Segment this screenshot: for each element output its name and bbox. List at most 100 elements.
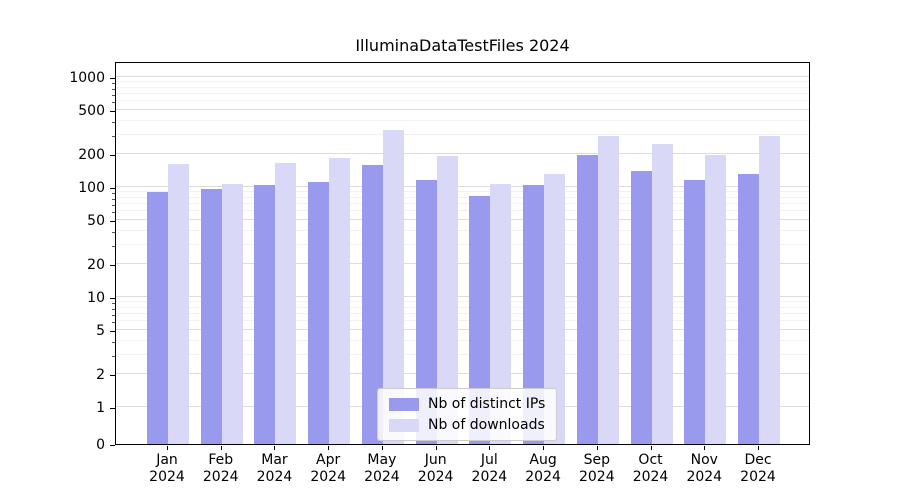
y-tick	[110, 408, 115, 409]
y-minor-tick	[112, 303, 115, 305]
y-axis-tick-label: 50	[87, 213, 105, 230]
x-tick	[167, 446, 168, 450]
y-minor-tick	[112, 88, 115, 90]
x-axis-tick-label: Feb 2024	[202, 452, 239, 485]
y-tick	[110, 331, 115, 333]
gridline-major	[116, 219, 809, 221]
y-axis-tick-label: 5	[96, 323, 105, 340]
y-axis-tick-label: 20	[87, 256, 105, 273]
bar-downloads-oct	[651, 143, 673, 444]
x-axis-tick-label: Jun 2024	[417, 452, 454, 485]
y-minor-tick	[112, 83, 115, 85]
bar-downloads-dec	[759, 136, 780, 444]
x-tick	[543, 446, 545, 450]
x-axis-tick-label: Sep 2024	[578, 452, 615, 485]
x-tick	[704, 446, 706, 450]
gridline-minor	[116, 306, 809, 308]
gridline-minor	[116, 203, 809, 205]
bar-downloads-may	[382, 129, 404, 444]
bar-distinct-ips-apr	[308, 181, 330, 444]
y-tick	[110, 264, 115, 266]
y-tick	[110, 78, 115, 79]
gridline-major	[116, 152, 809, 154]
bar-downloads-nov	[705, 155, 727, 444]
y-tick	[110, 154, 115, 156]
legend-item-distinct-ips: Nb of distinct IPs	[389, 396, 545, 412]
bar-downloads-jan	[168, 163, 189, 444]
y-tick	[110, 298, 115, 299]
bar-distinct-ips-oct	[630, 170, 652, 444]
gridline-minor	[116, 243, 809, 245]
gridline-minor	[116, 229, 809, 231]
x-tick	[274, 446, 276, 450]
y-minor-tick	[112, 102, 115, 104]
bar-downloads-jul	[490, 184, 512, 444]
y-minor-tick	[112, 205, 115, 207]
bar-distinct-ips-mar	[254, 184, 276, 444]
bar-distinct-ips-sep	[576, 155, 598, 444]
x-tick	[381, 446, 383, 450]
y-axis-tick-label: 10	[87, 290, 105, 306]
y-minor-tick	[112, 308, 115, 310]
x-axis-tick-label: Jul 2024	[471, 452, 508, 485]
x-axis-tick-label: Jan 2024	[149, 452, 185, 485]
chart-title: IlluminaDataTestFiles 2024	[355, 36, 570, 55]
y-minor-tick	[112, 193, 115, 195]
y-minor-tick	[112, 322, 115, 324]
y-minor-tick	[112, 135, 115, 137]
y-minor-tick	[112, 231, 115, 233]
gridline-minor	[116, 196, 809, 198]
y-minor-tick	[112, 212, 115, 214]
y-axis-tick-label: 2	[96, 366, 105, 383]
gridline-minor	[116, 339, 809, 341]
y-minor-tick	[112, 315, 115, 317]
bar-distinct-ips-dec	[738, 173, 759, 444]
gridline-minor	[116, 301, 809, 303]
x-axis-tick-label: Nov 2024	[686, 452, 723, 485]
y-minor-tick	[112, 341, 115, 343]
y-tick	[110, 111, 115, 113]
y-axis-tick-label: 500	[78, 103, 105, 120]
x-tick	[328, 446, 330, 450]
bar-downloads-aug	[544, 174, 566, 444]
bar-downloads-sep	[597, 136, 619, 444]
legend-item-downloads: Nb of downloads	[389, 417, 545, 433]
bar-downloads-mar	[275, 163, 297, 444]
gridline-major	[116, 329, 809, 331]
x-tick	[489, 446, 491, 450]
bar-distinct-ips-nov	[684, 179, 706, 444]
bar-downloads-apr	[329, 157, 351, 444]
gridline-minor	[116, 210, 809, 212]
y-minor-tick	[112, 121, 115, 123]
x-tick	[220, 446, 222, 450]
plot-area	[115, 62, 810, 445]
gridline-major	[116, 186, 809, 187]
y-axis-tick-label: 1	[96, 400, 105, 416]
x-axis-tick-label: Dec 2024	[740, 452, 776, 485]
y-tick	[110, 374, 115, 376]
x-axis-tick-label: Mar 2024	[256, 452, 293, 485]
y-minor-tick	[112, 245, 115, 247]
y-axis-tick-label: 1000	[69, 70, 105, 86]
bar-distinct-ips-jan	[147, 192, 168, 444]
gridline-major	[116, 76, 809, 77]
x-tick	[435, 446, 437, 450]
gridline-minor	[116, 133, 809, 135]
x-axis-tick-label: Oct 2024	[632, 452, 669, 485]
bar-distinct-ips-feb	[200, 189, 222, 444]
gridline-minor	[116, 320, 809, 322]
gridline-minor	[116, 100, 809, 102]
y-axis-tick-label: 200	[78, 146, 105, 163]
x-axis-tick-label: Aug 2024	[525, 452, 561, 485]
legend-label-downloads: Nb of downloads	[428, 417, 545, 433]
legend-swatch-downloads	[389, 418, 419, 432]
bar-downloads-jun	[436, 156, 458, 444]
y-tick	[110, 188, 115, 189]
gridline-minor	[116, 93, 809, 95]
y-axis-tick-label: 100	[78, 180, 105, 196]
gridline-minor	[116, 191, 809, 193]
gridline-minor	[116, 86, 809, 88]
bar-distinct-ips-may	[361, 164, 383, 444]
legend-label-distinct-ips: Nb of distinct IPs	[428, 396, 546, 412]
y-minor-tick	[112, 95, 115, 97]
